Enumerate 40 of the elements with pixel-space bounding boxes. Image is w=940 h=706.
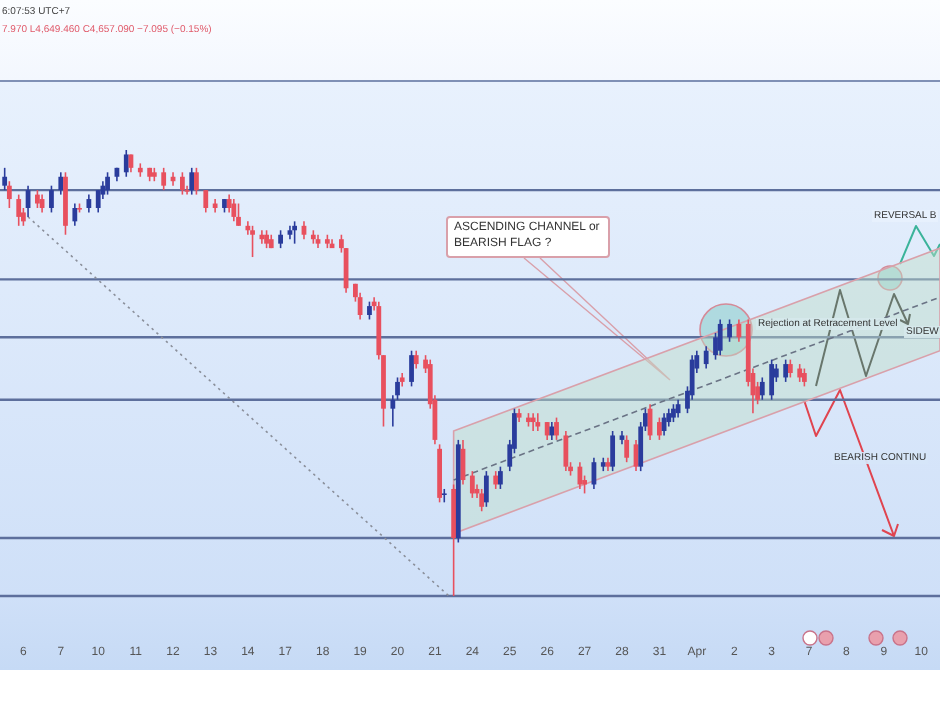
candlestick bbox=[769, 358, 775, 401]
candlestick bbox=[717, 318, 723, 356]
candlestick bbox=[292, 220, 298, 245]
candlestick bbox=[727, 318, 732, 343]
candlestick bbox=[236, 202, 241, 227]
candlestick bbox=[409, 349, 414, 388]
candlestick bbox=[137, 162, 143, 178]
candlestick bbox=[2, 167, 8, 191]
candlestick bbox=[161, 167, 167, 191]
candlestick bbox=[123, 149, 129, 178]
candlestick bbox=[759, 376, 765, 401]
candlestick bbox=[58, 171, 64, 196]
candlestick bbox=[231, 198, 237, 223]
candlestick bbox=[610, 430, 616, 472]
candlestick bbox=[479, 488, 485, 513]
candlestick bbox=[657, 416, 662, 441]
candlestick bbox=[703, 345, 709, 370]
candlestick bbox=[783, 358, 789, 383]
candlestick bbox=[194, 167, 199, 196]
candlestick bbox=[535, 412, 541, 432]
candlestick bbox=[483, 470, 489, 508]
candlestick bbox=[105, 171, 110, 196]
candlestick bbox=[49, 184, 54, 214]
candlestick bbox=[95, 189, 101, 214]
candlestick bbox=[250, 225, 255, 258]
candlestick bbox=[189, 167, 195, 196]
candlestick bbox=[179, 171, 185, 196]
candlestick bbox=[259, 229, 265, 245]
candlestick bbox=[469, 470, 475, 499]
candlestick bbox=[441, 488, 447, 504]
candlestick bbox=[16, 193, 22, 227]
candlestick bbox=[563, 430, 569, 472]
candlestick bbox=[203, 189, 209, 214]
candlestick bbox=[498, 465, 503, 490]
candlestick bbox=[554, 416, 559, 441]
candlestick bbox=[624, 434, 630, 463]
candlestick bbox=[72, 202, 78, 227]
candlestick bbox=[357, 291, 363, 321]
candlestick bbox=[530, 412, 536, 432]
candlestick bbox=[6, 180, 12, 209]
